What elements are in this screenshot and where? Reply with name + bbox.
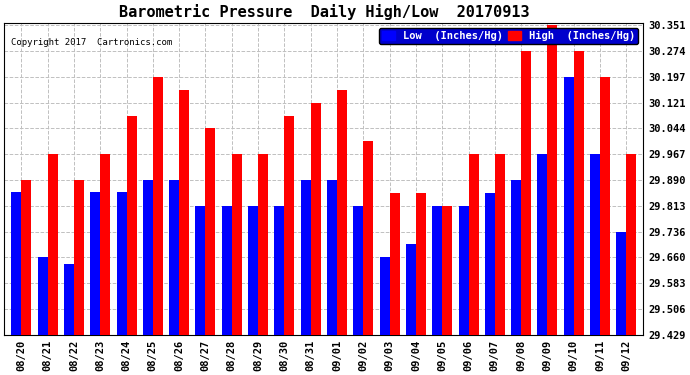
Bar [406,244,416,335]
Bar [48,154,57,335]
Bar [363,141,373,335]
Title: Barometric Pressure  Daily High/Low  20170913: Barometric Pressure Daily High/Low 20170… [119,4,529,20]
Bar [206,128,215,335]
Bar [37,257,48,335]
Bar [590,154,600,335]
Bar [195,206,206,335]
Bar [380,257,390,335]
Bar [126,116,137,335]
Bar [495,154,505,335]
Bar [547,26,558,335]
Bar [74,180,84,335]
Bar [11,192,21,335]
Bar [248,206,258,335]
Bar [301,180,310,335]
Bar [574,51,584,335]
Bar [21,180,31,335]
Bar [511,180,521,335]
Bar [232,154,241,335]
Bar [459,206,469,335]
Bar [416,193,426,335]
Bar [221,206,232,335]
Text: Copyright 2017  Cartronics.com: Copyright 2017 Cartronics.com [10,38,172,47]
Bar [521,51,531,335]
Bar [100,154,110,335]
Bar [117,192,126,335]
Bar [284,116,295,335]
Bar [616,232,627,335]
Bar [353,206,363,335]
Bar [469,154,479,335]
Bar [442,206,452,335]
Bar [143,180,152,335]
Bar [275,206,284,335]
Bar [390,193,400,335]
Bar [627,154,636,335]
Bar [179,90,189,335]
Bar [258,154,268,335]
Bar [169,180,179,335]
Bar [538,154,547,335]
Bar [152,77,163,335]
Bar [90,192,100,335]
Bar [600,77,610,335]
Legend: Low  (Inches/Hg), High  (Inches/Hg): Low (Inches/Hg), High (Inches/Hg) [379,28,638,44]
Bar [310,103,321,335]
Bar [432,206,442,335]
Bar [327,180,337,335]
Bar [564,77,574,335]
Bar [64,264,74,335]
Bar [337,90,347,335]
Bar [485,193,495,335]
